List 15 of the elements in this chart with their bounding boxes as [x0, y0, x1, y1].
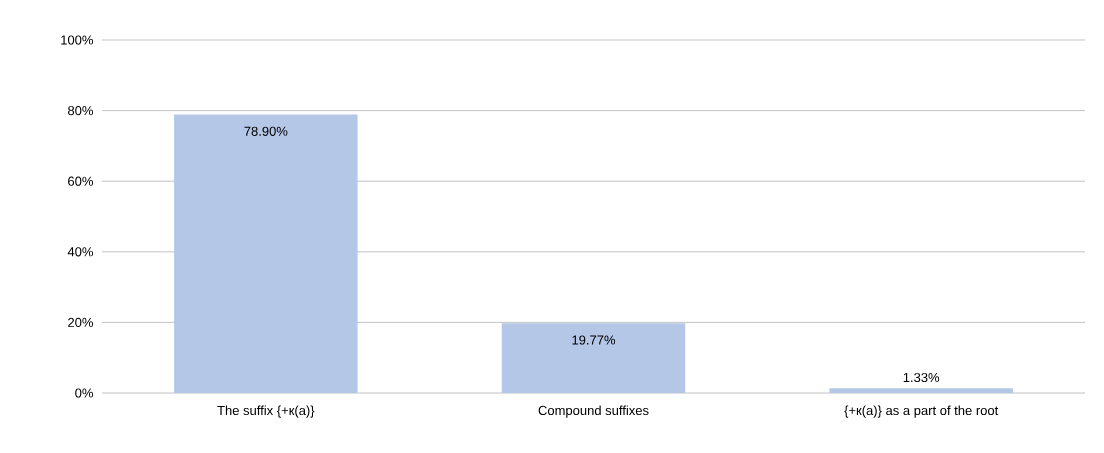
- bar: [501, 323, 686, 393]
- data-label: 78.90%: [244, 126, 288, 136]
- x-tick-label: Compound suffixes: [538, 405, 649, 418]
- data-label: 1.33%: [903, 372, 940, 383]
- y-tick-label: 40%: [67, 247, 93, 257]
- bar: [829, 388, 1013, 393]
- y-tick-label: 100%: [61, 35, 93, 45]
- y-tick-label: 80%: [68, 105, 93, 116]
- data-label: 19.77%: [572, 335, 616, 345]
- bar: [174, 114, 358, 393]
- x-tick-label: The suffix {+к(a)}: [217, 405, 315, 418]
- x-tick-label: {+к(a)} as a part of the root: [844, 405, 999, 418]
- y-tick-label: 60%: [68, 176, 93, 186]
- y-tick-label: 0%: [75, 388, 93, 398]
- y-tick-label: 20%: [68, 317, 93, 327]
